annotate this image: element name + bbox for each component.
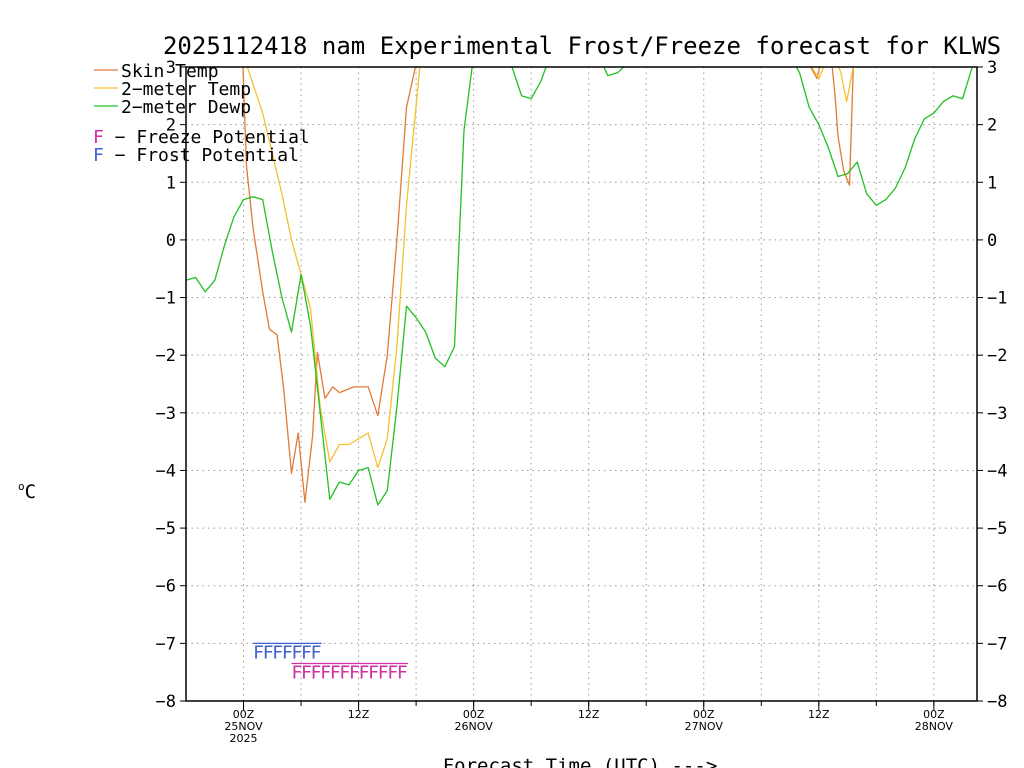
frost-potential-marker: F: [291, 642, 302, 663]
y-tick-label-right: −1: [987, 289, 1007, 309]
y-tick-label-right: 2: [987, 116, 997, 136]
y-tick-label-left: −1: [156, 289, 176, 309]
x-tick-label: 27NOV: [685, 720, 724, 733]
y-tick-label-left: −3: [156, 404, 176, 424]
2-meter-temp-line: [246, 67, 421, 469]
y-tick-label-left: −7: [156, 634, 176, 654]
freeze-potential-marker: F: [320, 663, 331, 684]
freeze-potential-marker: F: [311, 663, 322, 684]
y-axis-degree-symbol: o: [18, 480, 25, 493]
axes: 3 3 2 2 1 1 0 0 −1 −1 −2 −2 −3 −3 −4 −4 −5 −5 −6 −6 −7 −7 −8 −8…: [156, 58, 1008, 745]
y-tick-label-left: −4: [156, 461, 176, 481]
freeze-potential-marker: F: [349, 663, 360, 684]
grid-lines: [186, 67, 977, 701]
legend-marker-label: − Frost Potential: [104, 145, 299, 166]
skin-temp-line-segment: [809, 67, 821, 80]
y-tick-label-left: 1: [166, 173, 176, 193]
legend-marker-entry: F − Frost Potential: [93, 145, 299, 166]
x-tick-label: 00Z: [923, 708, 945, 721]
2-meter-temp-line-segment: [837, 67, 854, 103]
y-tick-label-right: −7: [987, 634, 1007, 654]
legend-marker-symbol: F: [93, 145, 104, 166]
x-tick-label: 12Z: [578, 708, 600, 721]
x-tick-label: 00Z: [463, 708, 485, 721]
freeze-potential-marker: F: [291, 663, 302, 684]
freeze-potential-marker: F: [397, 663, 408, 684]
legend-marker-label: − Freeze Potential: [104, 127, 310, 148]
legend-label: 2−meter Temp: [121, 79, 251, 100]
y-tick-label-right: 0: [987, 231, 997, 251]
frost-potential-marker: F: [311, 642, 322, 663]
freeze-potential-marker: F: [368, 663, 379, 684]
x-tick-label: 28NOV: [915, 720, 954, 733]
y-axis-title: oC: [18, 480, 36, 503]
freeze-potential-marker: F: [387, 663, 398, 684]
frost-potential-marker: F: [301, 642, 312, 663]
y-axis-unit: C: [25, 481, 36, 503]
y-tick-label-left: 0: [166, 231, 176, 251]
legend-label: Skin Temp: [121, 61, 219, 82]
y-tick-label-right: −6: [987, 577, 1007, 597]
y-tick-label-right: −8: [987, 692, 1007, 712]
x-tick-label: 12Z: [808, 708, 830, 721]
frost-potential-marker: F: [253, 642, 264, 663]
freeze-potential-marker: F: [301, 663, 312, 684]
freeze-potential-marker: F: [359, 663, 370, 684]
y-tick-label-left: 2: [166, 116, 176, 136]
y-tick-label-right: −2: [987, 346, 1007, 366]
2-meter-temp-line-segment: [810, 67, 825, 80]
y-tick-label-right: 1: [987, 173, 997, 193]
legend-marker-entry: F − Freeze Potential: [93, 127, 310, 148]
frost-potential-marker: F: [263, 642, 274, 663]
y-tick-label-right: −4: [987, 461, 1007, 481]
freeze-potential-marker: F: [339, 663, 350, 684]
freeze-potential-marker: F: [330, 663, 341, 684]
x-tick-label: 12Z: [348, 708, 370, 721]
y-tick-label-left: −2: [156, 346, 176, 366]
y-tick-label-left: 3: [166, 58, 176, 78]
skin-temp-line: [242, 67, 417, 503]
y-tick-label-right: −3: [987, 404, 1007, 424]
y-tick-label-right: −5: [987, 519, 1007, 539]
x-tick-label: 2025: [230, 732, 258, 745]
x-tick-label: 00Z: [233, 708, 255, 721]
frost-potential-marker: F: [272, 642, 283, 663]
2-meter-dewp-line: [186, 67, 977, 506]
plot-frame: [185, 66, 978, 702]
y-tick-label-left: −5: [156, 519, 176, 539]
x-tick-label: 26NOV: [455, 720, 494, 733]
legend-marker-symbol: F: [93, 127, 104, 148]
y-tick-label-right: 3: [987, 58, 997, 78]
chart-title: 2025112418 nam Experimental Frost/Freeze…: [163, 32, 1001, 60]
x-tick-label: 25NOV: [224, 720, 263, 733]
x-axis-title: Forecast Time (UTC) --->: [443, 755, 718, 768]
series-lines: [186, 67, 977, 506]
frost-potential-marker: F: [282, 642, 293, 663]
skin-temp-line-segment: [831, 67, 854, 186]
freeze-potential-marker: F: [378, 663, 389, 684]
y-tick-label-left: −8: [156, 692, 176, 712]
legend-label: 2−meter Dewp: [121, 97, 251, 118]
y-tick-label-left: −6: [156, 577, 176, 597]
x-tick-label: 00Z: [693, 708, 715, 721]
